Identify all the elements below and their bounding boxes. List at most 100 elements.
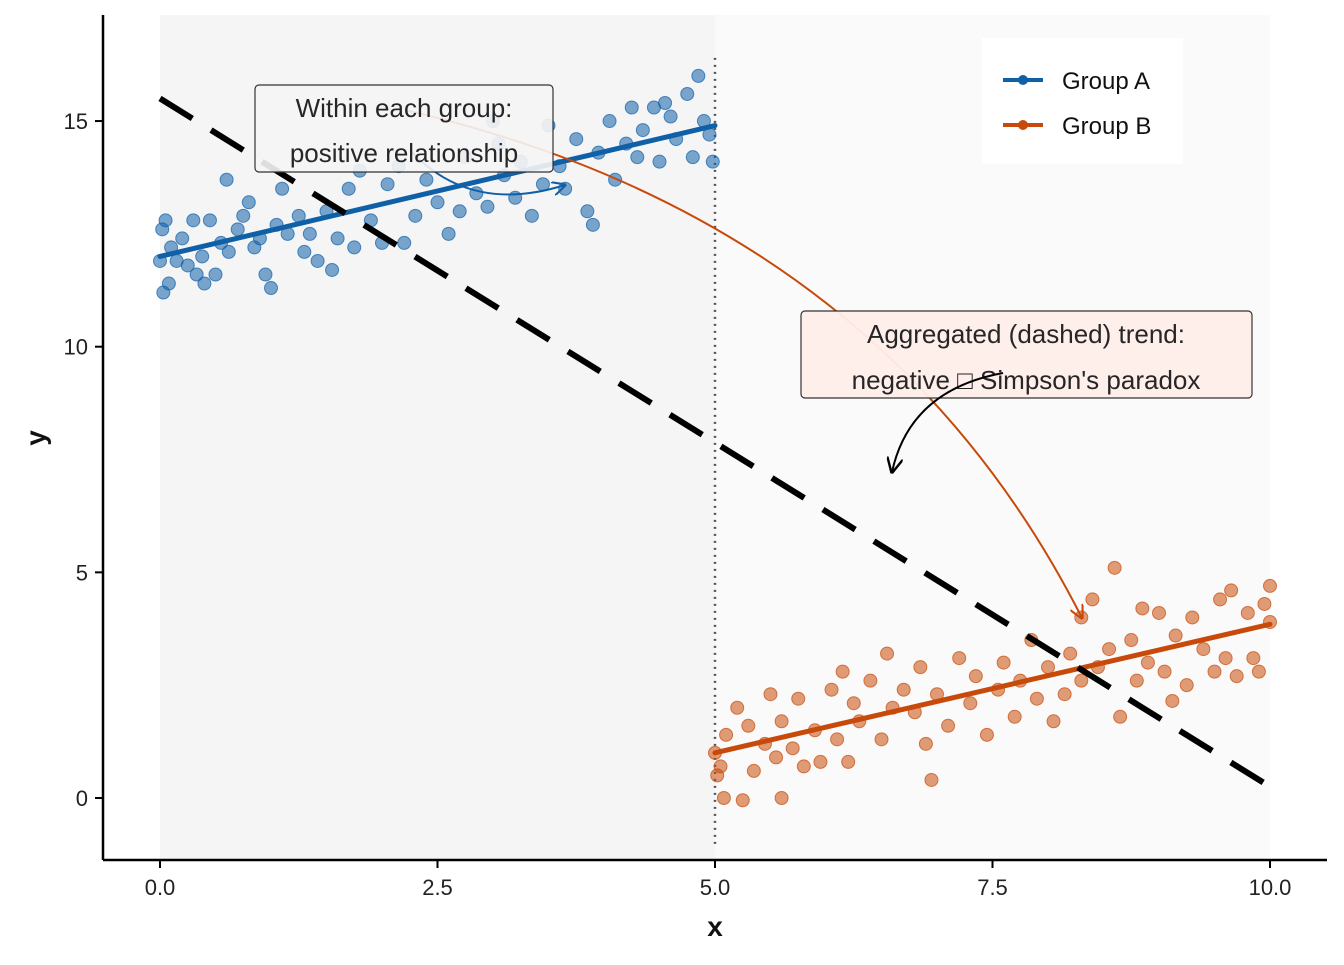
point-group-b bbox=[835, 664, 850, 679]
point-group-a bbox=[452, 204, 467, 219]
point-group-b bbox=[1085, 592, 1100, 607]
y-axis-label: y bbox=[20, 430, 51, 446]
point-group-b bbox=[880, 646, 895, 661]
point-group-a bbox=[221, 244, 236, 259]
point-group-a bbox=[397, 235, 412, 250]
point-group-a bbox=[325, 262, 340, 277]
point-group-b bbox=[1257, 596, 1272, 611]
y-tick-label: 10 bbox=[64, 335, 88, 360]
point-group-a bbox=[302, 226, 317, 241]
point-group-b bbox=[1251, 664, 1266, 679]
point-group-a bbox=[158, 213, 173, 228]
point-group-a bbox=[161, 276, 176, 291]
point-group-b bbox=[1224, 583, 1239, 598]
point-group-a bbox=[275, 181, 290, 196]
point-group-b bbox=[968, 669, 983, 684]
point-group-b bbox=[841, 754, 856, 769]
point-group-b bbox=[952, 651, 967, 666]
point-group-a bbox=[680, 86, 695, 101]
point-group-a bbox=[341, 181, 356, 196]
point-group-a bbox=[202, 213, 217, 228]
x-tick-label: 7.5 bbox=[977, 875, 1008, 900]
point-group-a bbox=[558, 181, 573, 196]
point-group-b bbox=[913, 660, 928, 675]
annotation-aggregated: Aggregated (dashed) trend: negative □ Si… bbox=[800, 310, 1253, 399]
point-group-a bbox=[569, 132, 584, 147]
point-group-b bbox=[719, 727, 734, 742]
point-group-a bbox=[230, 222, 245, 237]
legend-label-group-b: Group B bbox=[1062, 113, 1151, 140]
y-tick-label: 5 bbox=[76, 560, 88, 585]
point-group-b bbox=[1213, 592, 1228, 607]
point-group-b bbox=[1229, 669, 1244, 684]
point-group-b bbox=[830, 732, 845, 747]
point-group-a bbox=[195, 249, 210, 264]
point-group-b bbox=[1179, 678, 1194, 693]
point-group-a bbox=[480, 199, 495, 214]
point-group-a bbox=[189, 267, 204, 282]
point-group-b bbox=[741, 718, 756, 733]
legend-marker-group-a bbox=[1018, 75, 1028, 85]
annotation-line-1: Aggregated (dashed) trend: bbox=[867, 319, 1185, 349]
point-group-b bbox=[1140, 655, 1155, 670]
point-group-a bbox=[635, 123, 650, 138]
point-group-a bbox=[197, 276, 212, 291]
point-group-b bbox=[1218, 651, 1233, 666]
point-group-b bbox=[1113, 709, 1128, 724]
point-group-b bbox=[1152, 605, 1166, 620]
point-group-b bbox=[863, 673, 878, 688]
point-group-b bbox=[713, 759, 728, 774]
point-group-b bbox=[1041, 660, 1055, 675]
annotation-line-2: positive relationship bbox=[290, 138, 518, 168]
point-group-b bbox=[1029, 691, 1044, 706]
point-group-a bbox=[180, 258, 195, 273]
point-group-a bbox=[219, 172, 234, 187]
point-group-b bbox=[1165, 693, 1180, 708]
point-group-a bbox=[419, 172, 434, 187]
point-group-b bbox=[824, 682, 839, 697]
point-group-b bbox=[785, 741, 800, 756]
point-group-b bbox=[716, 791, 731, 805]
point-group-b bbox=[1074, 673, 1089, 688]
annotation-line-1: Within each group: bbox=[296, 93, 513, 123]
point-group-b bbox=[1246, 651, 1261, 666]
point-group-b bbox=[1207, 664, 1222, 679]
point-group-b bbox=[1240, 605, 1255, 620]
annotation-line-2: negative □ Simpson's paradox bbox=[852, 365, 1201, 395]
point-group-a bbox=[685, 150, 700, 165]
point-group-b bbox=[1168, 628, 1183, 643]
point-group-b bbox=[1063, 646, 1078, 661]
point-group-a bbox=[208, 267, 223, 282]
point-group-a bbox=[602, 114, 617, 129]
legend: Group A Group B bbox=[982, 38, 1183, 164]
x-tick-label: 10.0 bbox=[1249, 875, 1292, 900]
point-group-b bbox=[896, 682, 911, 697]
point-group-a bbox=[658, 95, 673, 110]
fit-line-group-b bbox=[712, 621, 1273, 756]
point-group-b bbox=[941, 718, 956, 733]
point-group-b bbox=[1046, 714, 1061, 729]
point-group-b bbox=[796, 759, 811, 774]
point-group-b bbox=[1107, 560, 1122, 575]
point-group-a bbox=[580, 204, 595, 219]
point-group-b bbox=[813, 754, 828, 769]
point-group-a bbox=[663, 109, 678, 124]
point-group-a bbox=[705, 154, 720, 169]
point-group-a bbox=[585, 217, 600, 232]
point-group-a bbox=[297, 244, 312, 259]
point-group-b bbox=[1157, 664, 1172, 679]
point-group-b bbox=[979, 727, 994, 742]
point-group-a bbox=[441, 226, 456, 241]
point-group-a bbox=[258, 267, 273, 282]
y-tick-label: 0 bbox=[76, 786, 88, 811]
point-group-a bbox=[430, 195, 445, 210]
point-group-b bbox=[1196, 642, 1211, 657]
point-group-a bbox=[691, 68, 706, 83]
point-group-a bbox=[175, 231, 190, 246]
aggregate-fit-line bbox=[158, 95, 1272, 790]
point-group-b bbox=[918, 736, 933, 751]
point-group-b bbox=[846, 696, 861, 711]
point-group-a bbox=[524, 208, 539, 223]
point-group-b bbox=[1007, 709, 1022, 724]
